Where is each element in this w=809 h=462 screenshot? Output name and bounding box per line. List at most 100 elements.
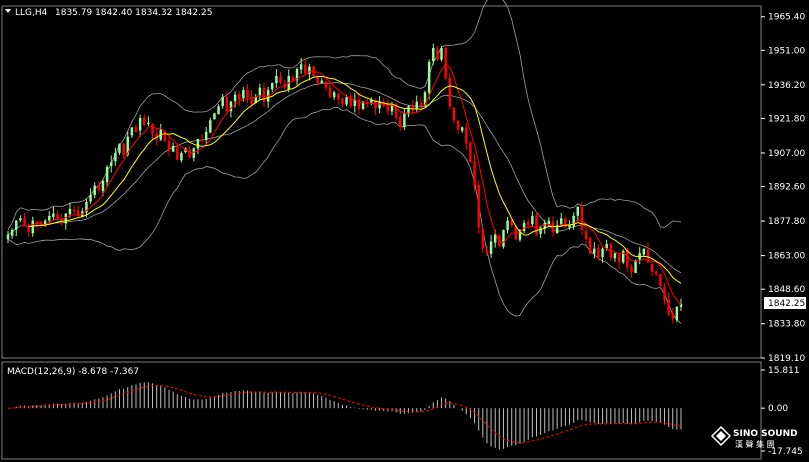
candle-body xyxy=(357,99,361,109)
candle-body xyxy=(316,76,319,83)
candle-body xyxy=(56,214,59,219)
candle-body xyxy=(320,80,324,83)
candle-body xyxy=(308,66,311,75)
candle-body xyxy=(576,206,580,216)
candle-body xyxy=(489,241,493,254)
macd-pane-border xyxy=(1,361,762,460)
candle-body xyxy=(440,47,443,60)
candle-body xyxy=(452,107,456,121)
candle-body xyxy=(378,101,381,109)
candle-body xyxy=(52,213,55,217)
price-tick-label: 1965.40 xyxy=(768,13,805,23)
candle-body xyxy=(617,253,621,263)
candle-body xyxy=(180,152,183,161)
candle-body xyxy=(167,141,171,151)
current-price-marker: 1842.25 xyxy=(764,297,806,309)
candle-body xyxy=(332,92,336,98)
middle-band-line xyxy=(7,82,682,274)
candle-body xyxy=(23,217,26,226)
upper-band-line xyxy=(7,0,682,231)
dropdown-triangle-icon[interactable] xyxy=(5,9,11,13)
candle-body xyxy=(415,101,418,109)
candle-body xyxy=(436,49,439,60)
candle-body xyxy=(122,144,125,156)
candle-body xyxy=(118,143,121,153)
candle-body xyxy=(465,127,468,144)
candle-body xyxy=(597,247,600,258)
candle-body xyxy=(547,220,551,225)
candle-body xyxy=(423,92,427,108)
candle-body xyxy=(588,238,592,254)
candle-body xyxy=(568,225,571,228)
candle-body xyxy=(163,130,167,142)
candle-body xyxy=(204,131,208,141)
candle-body xyxy=(621,250,625,263)
price-tick-label: 1921.80 xyxy=(768,114,805,124)
candle-body xyxy=(493,234,497,243)
macd-axis: 15.811 0.00 -17.745 xyxy=(761,366,803,457)
candle-body xyxy=(246,89,249,97)
candle-body xyxy=(671,312,674,319)
candle-body xyxy=(196,138,200,149)
price-tick-label: 1833.80 xyxy=(768,320,805,330)
logo-diamond-icon xyxy=(710,425,732,447)
candle-body xyxy=(675,306,679,320)
candle-body xyxy=(432,47,435,62)
candle-body xyxy=(679,303,683,307)
candle-body xyxy=(419,102,423,107)
candle-body xyxy=(560,218,563,226)
candles[interactable] xyxy=(6,43,683,324)
candle-body xyxy=(584,231,588,240)
logo-text: SINO SOUND xyxy=(733,429,798,439)
candle-body xyxy=(564,218,567,228)
moving-averages xyxy=(20,64,682,306)
candle-body xyxy=(271,82,274,90)
candle-body xyxy=(663,287,666,300)
candle-body xyxy=(283,83,286,88)
candle-body xyxy=(654,271,658,275)
candle-body xyxy=(134,127,138,132)
candle-body xyxy=(473,161,476,186)
candle-body xyxy=(188,149,191,158)
candle-body xyxy=(93,185,96,196)
candle-body xyxy=(444,47,447,79)
candle-body xyxy=(217,106,220,115)
candle-body xyxy=(10,229,14,236)
candle-body xyxy=(510,219,513,226)
candle-body xyxy=(101,180,105,191)
candle-body xyxy=(209,120,212,133)
candle-body xyxy=(229,101,233,112)
candle-body xyxy=(502,229,505,247)
candle-body xyxy=(138,117,142,131)
candle-body xyxy=(262,87,266,102)
candle-body xyxy=(407,106,410,115)
candle-body xyxy=(626,249,629,268)
candle-body xyxy=(370,99,373,103)
candle-body xyxy=(531,215,534,225)
candle-body xyxy=(31,220,35,234)
price-tick-label: 1863.00 xyxy=(768,252,805,262)
candle-body xyxy=(535,215,538,235)
bollinger-bands xyxy=(7,0,682,324)
candle-body xyxy=(237,94,241,100)
candle-body xyxy=(403,113,406,128)
price-tick-label: 1907.00 xyxy=(768,149,805,159)
chart-header: LLG,H4 1835.79 1842.40 1834.32 1842.25 xyxy=(5,8,212,18)
candle-body xyxy=(35,221,39,223)
candle-body xyxy=(390,103,394,112)
candle-body xyxy=(460,127,464,131)
candle-body xyxy=(580,206,584,230)
candle-body xyxy=(304,64,307,74)
candle-body xyxy=(97,184,101,191)
candle-body xyxy=(85,201,88,213)
candle-body xyxy=(126,136,129,155)
candle-body xyxy=(76,210,80,216)
candle-body xyxy=(469,142,472,163)
candle-body xyxy=(279,76,282,83)
candle-body xyxy=(481,228,485,249)
main-pane-border xyxy=(1,5,762,359)
price-tick-label: 1951.00 xyxy=(768,46,805,56)
candle-body xyxy=(361,101,365,109)
candle-body xyxy=(555,225,559,234)
